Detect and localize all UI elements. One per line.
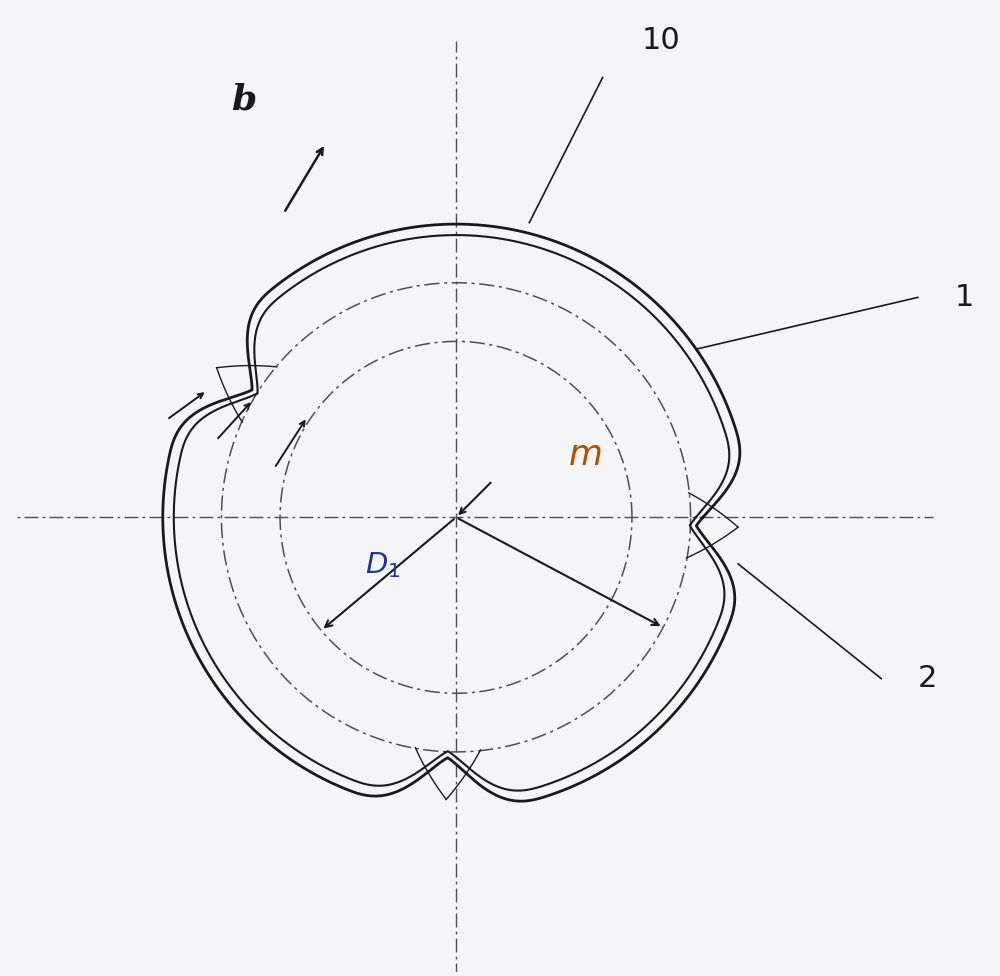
Text: 2: 2	[918, 664, 937, 693]
Text: $D_1$: $D_1$	[365, 550, 400, 580]
Text: $m$: $m$	[568, 438, 601, 472]
Text: 1: 1	[955, 283, 974, 312]
Text: b: b	[231, 82, 256, 116]
Text: 10: 10	[642, 26, 681, 56]
